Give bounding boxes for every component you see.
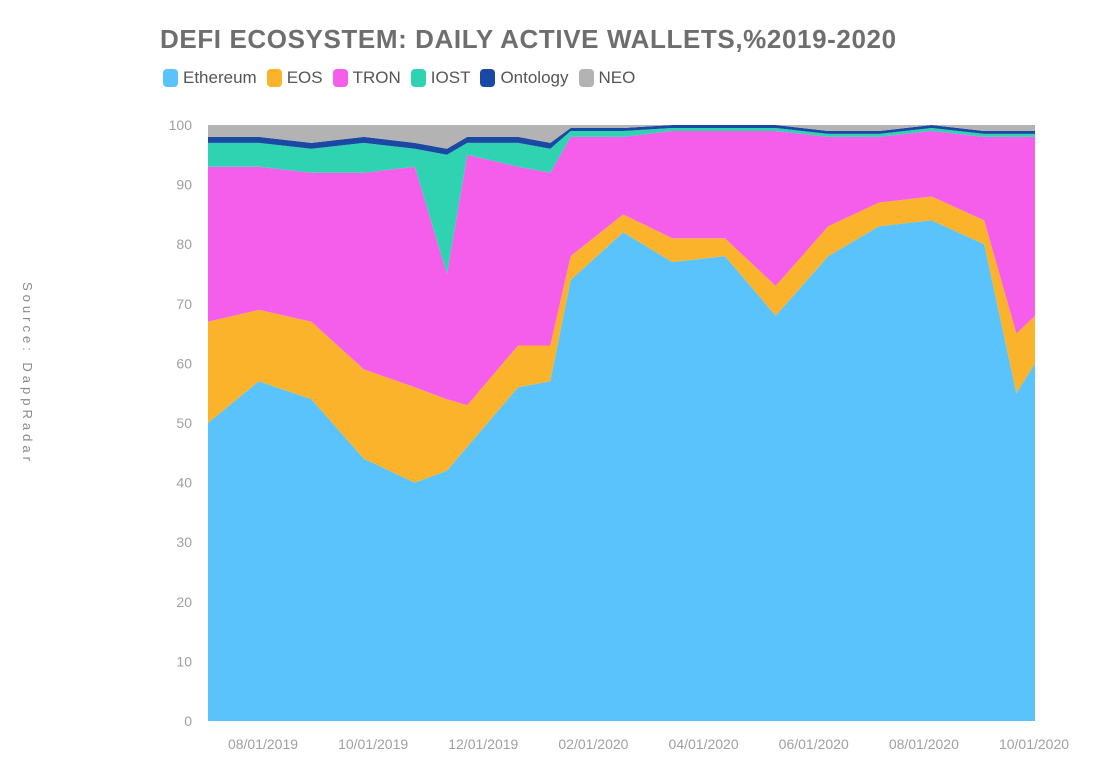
y-tick-label: 20 [176, 594, 192, 610]
x-tick-label: 10/01/2020 [999, 736, 1069, 752]
y-tick-label: 40 [176, 475, 192, 491]
legend-item-eos: EOS [266, 68, 323, 88]
area-tron [208, 131, 1035, 406]
series-areas [208, 125, 1035, 721]
legend-item-ethereum: Ethereum [163, 68, 257, 88]
y-tick-label: 10 [176, 653, 192, 669]
legend-item-neo: NEO [578, 68, 636, 88]
y-tick-label: 100 [169, 117, 193, 133]
area-ontology [208, 125, 1035, 155]
legend-swatch-ontology [480, 69, 496, 87]
legend-item-iost: IOST [410, 68, 471, 88]
y-tick-label: 90 [176, 177, 192, 193]
x-tick-label: 10/01/2019 [338, 736, 408, 752]
y-tick-label: 60 [176, 355, 192, 371]
x-tick-label: 02/01/2020 [558, 736, 628, 752]
legend-swatch-tron [332, 69, 348, 87]
y-tick-label: 50 [176, 415, 192, 431]
chart-title: DEFI ECOSYSTEM: DAILY ACTIVE WALLETS,%20… [160, 24, 897, 54]
area-iost [208, 128, 1035, 274]
legend-swatch-neo [578, 69, 594, 87]
legend-label-ethereum: Ethereum [183, 68, 257, 87]
legend-label-eos: EOS [286, 68, 323, 87]
area-neo [208, 125, 1035, 149]
y-tick-label: 70 [176, 296, 192, 312]
legend-swatch-ethereum [163, 69, 178, 87]
area-ethereum [208, 220, 1035, 721]
legend-label-iost: IOST [430, 68, 471, 87]
x-tick-label: 12/01/2019 [448, 736, 518, 752]
x-tick-label: 08/01/2019 [228, 736, 298, 752]
y-tick-label: 0 [184, 713, 192, 729]
area-eos [208, 196, 1035, 483]
x-tick-label: 06/01/2020 [779, 736, 849, 752]
y-tick-label: 80 [176, 236, 192, 252]
y-tick-label: 30 [176, 534, 192, 550]
legend-label-ontology: Ontology [500, 68, 569, 87]
x-tick-label: 08/01/2020 [889, 736, 959, 752]
source-note: Source: DappRadar [20, 282, 35, 465]
x-axis: 08/01/2019 10/01/2019 12/01/2019 02/01/2020… [228, 736, 1069, 752]
legend: Ethereum EOS TRON IOST Ontology NEO [163, 68, 645, 88]
legend-label-neo: NEO [598, 68, 636, 87]
legend-item-tron: TRON [332, 68, 401, 88]
legend-label-tron: TRON [352, 68, 401, 87]
legend-swatch-iost [410, 69, 426, 87]
legend-swatch-eos [266, 69, 282, 87]
legend-item-ontology: Ontology [480, 68, 569, 88]
y-axis: 0 10 20 30 40 50 60 70 80 90 100 [169, 117, 193, 729]
x-tick-label: 04/01/2020 [669, 736, 739, 752]
